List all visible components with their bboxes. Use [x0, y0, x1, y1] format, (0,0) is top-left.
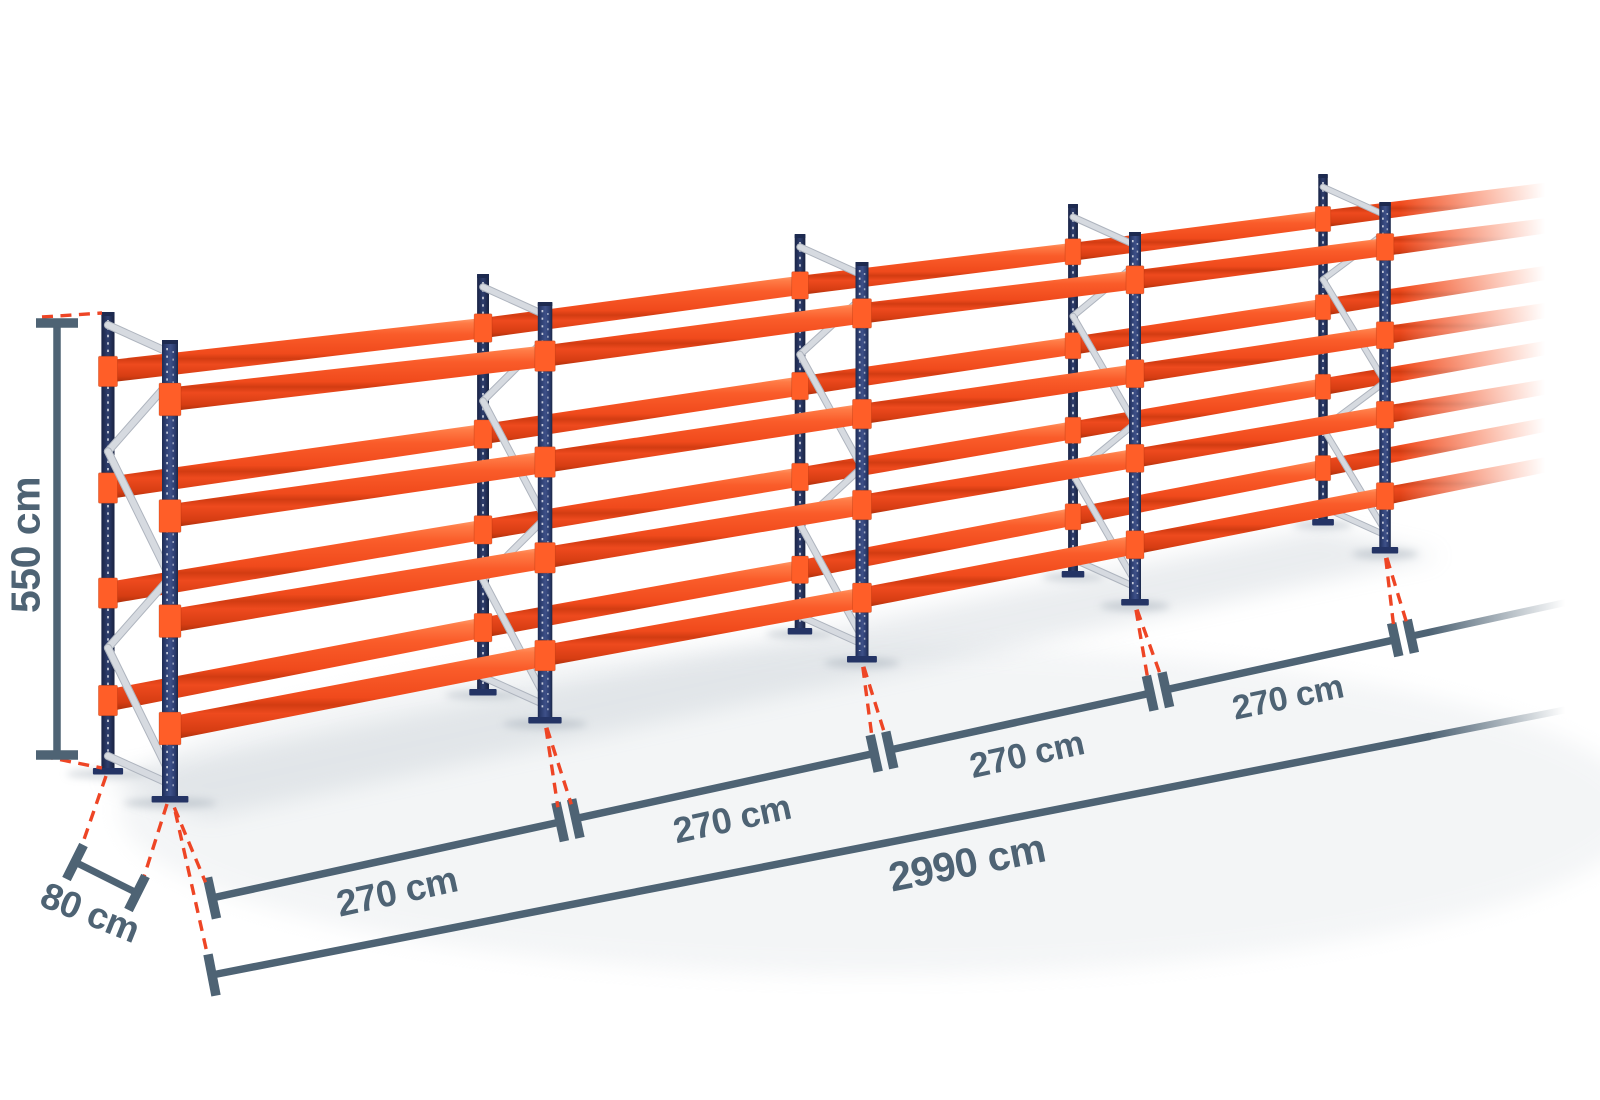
floor-shadows	[66, 520, 1600, 975]
front-beams	[158, 211, 1600, 746]
front-uprights	[151, 202, 1399, 803]
dimension-height-label: 550 cm	[2, 476, 49, 614]
frame-braces	[103, 183, 1389, 789]
dimension-lines	[36, 311, 1600, 997]
